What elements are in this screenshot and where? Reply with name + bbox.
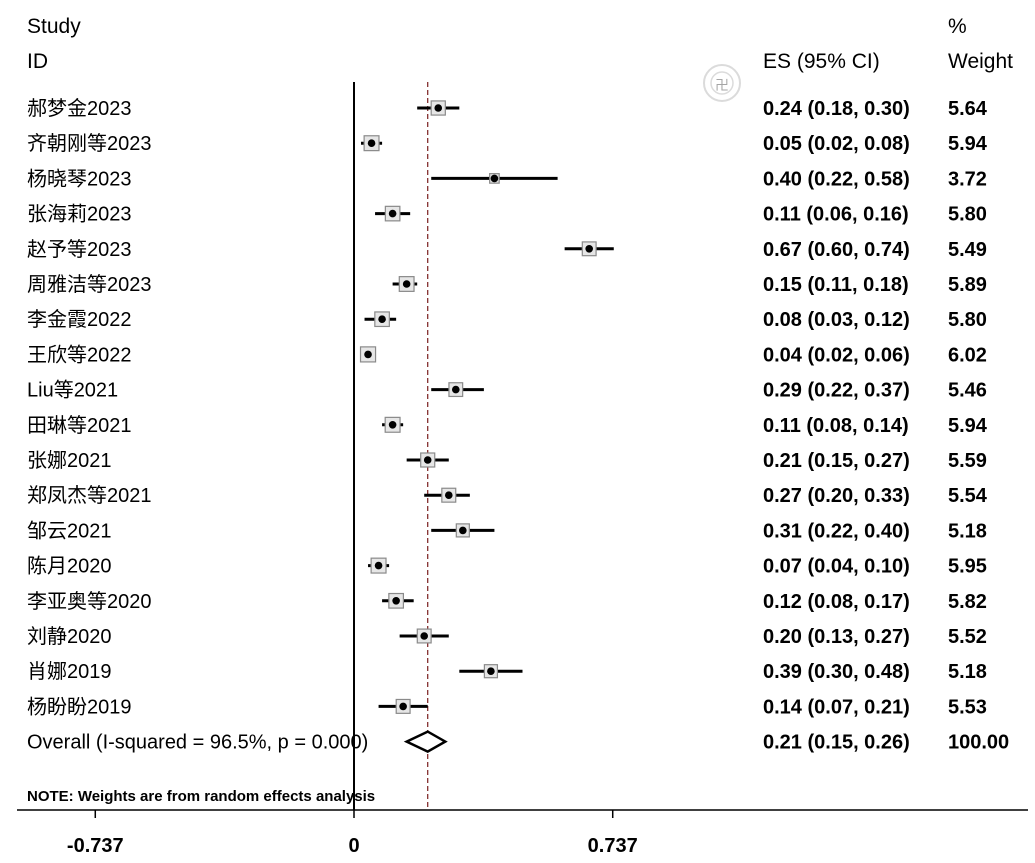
study-label: 杨盼盼2019 [27,695,132,718]
study-label: 张娜2021 [27,449,112,472]
weight-value: 5.18 [948,520,987,542]
header-weight-percent: % [948,15,967,38]
es-ci-value: 0.08 (0.03, 0.12) [763,309,910,331]
point-estimate [434,104,443,112]
svg-text:卍: 卍 [715,77,729,93]
study-label: 肖娜2019 [27,660,112,683]
study-label: 杨晓琴2023 [27,167,132,190]
x-axis-ticks: -0.737 0 0.737 [67,810,638,857]
es-ci-value: 0.27 (0.20, 0.33) [763,485,910,507]
study-label: 齐朝刚等2023 [27,132,152,155]
weight-value: 5.46 [948,380,987,402]
weight-value: 5.82 [948,591,987,613]
weight-value: 5.95 [948,556,987,578]
header-id: ID [27,50,48,73]
es-ci-value: 0.20 (0.13, 0.27) [763,626,910,648]
point-estimate [388,421,397,429]
point-estimate [402,280,411,288]
point-estimate [374,561,383,570]
weight-value: 5.64 [948,98,988,120]
overall-weight: 100.00 [948,732,1009,754]
study-label: 赵予等2023 [27,238,132,261]
weight-value: 5.89 [948,274,987,296]
point-estimate [444,491,453,500]
es-ci-value: 0.12 (0.08, 0.17) [763,591,910,613]
weight-value: 5.52 [948,626,987,648]
weight-value: 5.94 [948,133,988,155]
header-es: ES (95% CI) [763,50,880,73]
weight-value: 5.80 [948,309,987,331]
es-ci-value: 0.14 (0.07, 0.21) [763,696,910,718]
weight-value: 6.02 [948,344,987,366]
es-ci-value: 0.67 (0.60, 0.74) [763,239,910,261]
es-ci-value: 0.29 (0.22, 0.37) [763,380,910,402]
weight-value: 5.49 [948,239,987,261]
point-estimate [367,139,376,147]
point-estimate [399,702,407,711]
note-text: NOTE: Weights are from random effects an… [27,788,375,805]
point-estimate [378,315,386,324]
study-label: 刘静2020 [27,625,112,648]
point-estimate [585,245,593,253]
study-label: 邹云2021 [27,519,112,542]
point-estimate [487,667,495,675]
es-ci-value: 0.07 (0.04, 0.10) [763,556,910,578]
study-rows: 郝梦金2023 0.24 (0.18, 0.30) 5.64 齐朝刚等2023 0.05… [27,97,988,718]
study-label: 李金霞2022 [27,308,132,331]
watermark-seal: 卍 [703,64,741,102]
es-ci-value: 0.11 (0.06, 0.16) [763,204,909,226]
es-ci-value: 0.05 (0.02, 0.08) [763,133,910,155]
weight-value: 3.72 [948,168,987,190]
es-ci-value: 0.15 (0.11, 0.18) [763,274,909,296]
weight-value: 5.54 [948,485,988,507]
es-ci-value: 0.40 (0.22, 0.58) [763,168,910,190]
es-ci-value: 0.21 (0.15, 0.27) [763,450,910,472]
study-label: 张海莉2023 [27,203,132,226]
es-ci-value: 0.31 (0.22, 0.40) [763,520,910,542]
weight-value: 5.18 [948,661,987,683]
weight-value: 5.59 [948,450,987,472]
header-weight: Weight [948,50,1013,73]
point-estimate [388,209,397,218]
study-label: 陈月2020 [27,555,112,578]
es-ci-value: 0.04 (0.02, 0.06) [763,344,910,366]
point-estimate [423,456,432,464]
study-label: 李亚奥等2020 [27,590,152,613]
study-label: 周雅洁等2023 [27,273,152,296]
point-estimate [490,174,499,183]
point-estimate [459,526,467,535]
weight-value: 5.94 [948,415,988,437]
es-ci-value: 0.24 (0.18, 0.30) [763,98,910,120]
reference-lines [353,82,429,810]
overall-label: Overall (I-squared = 96.5%, p = 0.000) [27,732,368,754]
header-study: Study [27,15,81,38]
study-label: Liu等2021 [27,379,118,402]
overall-row: Overall (I-squared = 96.5%, p = 0.000) 0.… [27,730,1009,754]
point-estimate [420,632,429,640]
point-estimate [364,350,372,359]
point-estimate [452,385,460,394]
es-ci-value: 0.11 (0.08, 0.14) [763,415,909,437]
x-tick-label: 0 [348,835,359,857]
x-tick-label: -0.737 [67,835,124,857]
study-label: 田琳等2021 [27,414,132,437]
overall-es-ci: 0.21 (0.15, 0.26) [763,732,910,754]
point-estimate [392,597,400,605]
weight-value: 5.80 [948,204,987,226]
weight-value: 5.53 [948,696,987,718]
es-ci-value: 0.39 (0.30, 0.48) [763,661,910,683]
study-label: 王欣等2022 [27,343,132,366]
study-label: 郝梦金2023 [27,97,132,120]
x-tick-label: 0.737 [588,835,638,857]
overall-diamond [403,730,448,754]
study-label: 郑凤杰等2021 [27,484,152,507]
